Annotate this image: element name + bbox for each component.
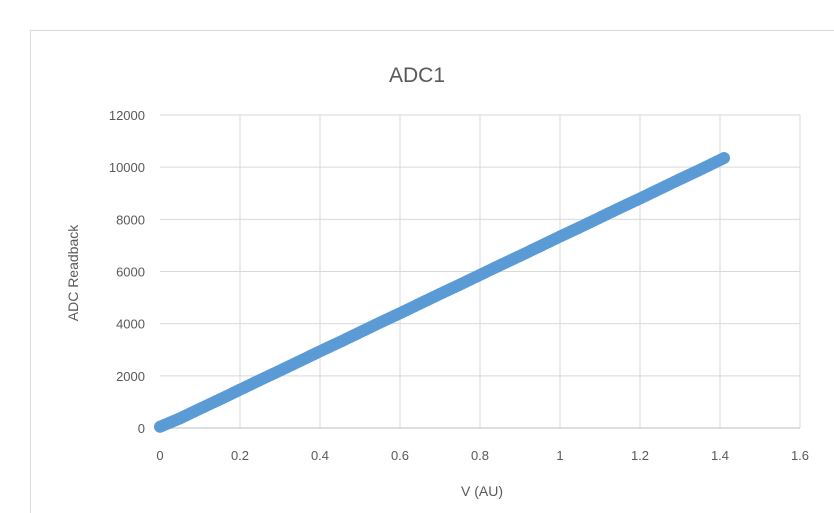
y-tick-label: 12000 <box>109 108 145 123</box>
x-tick-label: 1 <box>556 448 563 463</box>
x-tick-label: 1.6 <box>791 448 809 463</box>
chart-title: ADC1 <box>389 64 445 87</box>
y-tick-label: 0 <box>138 421 145 436</box>
y-axis-title: ADC Readback <box>65 224 81 321</box>
x-tick-label: 0.8 <box>471 448 489 463</box>
x-tick-label: 0 <box>156 448 163 463</box>
y-tick-label: 10000 <box>109 160 145 175</box>
y-tick-label: 6000 <box>116 265 145 280</box>
data-point <box>718 152 730 165</box>
x-tick-label: 1.4 <box>711 448 729 463</box>
data-series <box>154 152 730 433</box>
tick-labels: 0 0.2 0.4 0.6 0.8 1 1.2 1.4 1.6 0 2000 4000 6000 8000… <box>109 108 809 463</box>
y-tick-label: 2000 <box>116 369 145 384</box>
y-tick-label: 4000 <box>116 317 145 332</box>
x-axis-title: V (AU) <box>461 483 503 499</box>
x-tick-label: 0.4 <box>311 448 329 463</box>
x-tick-label: 0.6 <box>391 448 409 463</box>
x-tick-label: 0.2 <box>231 448 249 463</box>
y-tick-label: 8000 <box>116 212 145 227</box>
x-tick-label: 1.2 <box>631 448 649 463</box>
